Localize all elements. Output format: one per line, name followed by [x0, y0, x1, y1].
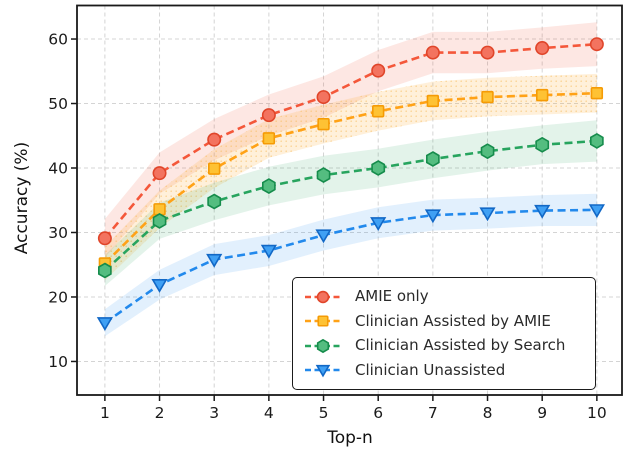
hexagon-marker-icon [98, 262, 112, 279]
square-marker-icon [590, 87, 604, 100]
triangle-down-marker-icon [315, 229, 332, 244]
circle-marker-icon [480, 45, 495, 60]
hexagon-marker-icon [261, 178, 276, 195]
x-tick-label: 10 [587, 404, 607, 422]
triangle-down-marker-icon [260, 244, 277, 259]
series-line [103, 91, 597, 265]
x-axis-label: Top-n [327, 428, 373, 448]
triangle-down-marker-icon [479, 207, 496, 222]
legend-item: Clinician Unassisted [304, 359, 585, 383]
y-tick-label: 50 [48, 95, 68, 113]
legend: AMIE only Clinician Assisted by AMIE Cli… [292, 277, 596, 390]
x-tick-label: 7 [428, 404, 438, 422]
square-marker-icon [371, 105, 385, 118]
y-axis-label: Accuracy (%) [12, 141, 32, 255]
y-tick-label: 30 [48, 224, 68, 242]
hexagon-marker-icon [207, 193, 222, 210]
triangle-down-marker-icon [96, 317, 113, 331]
square-marker-icon [317, 117, 330, 131]
triangle-down-marker-icon [315, 365, 331, 378]
legend-item-label: Clinician Assisted by AMIE [355, 311, 551, 330]
hexagon-marker-icon [152, 212, 167, 229]
y-tick-label: 20 [48, 288, 68, 306]
legend-item: AMIE only [304, 285, 585, 309]
x-tick-label: 5 [319, 404, 329, 422]
circle-marker-icon [535, 41, 550, 56]
circle-marker-icon [261, 108, 276, 123]
hexagon-marker-icon [371, 160, 386, 176]
triangle-down-marker-icon [534, 204, 551, 219]
legend-line-circle-icon [305, 290, 341, 304]
circle-marker-icon [152, 166, 167, 181]
series-line [103, 42, 597, 240]
hexagon-marker-icon [425, 151, 440, 167]
square-marker-icon [481, 90, 494, 104]
circle-marker-icon [371, 63, 386, 78]
triangle-down-marker-icon [370, 217, 387, 231]
legend-item-label: Clinician Assisted by Search [355, 336, 566, 355]
circle-marker-icon [316, 90, 331, 105]
square-marker-icon [535, 88, 549, 102]
x-tick-label: 8 [483, 404, 493, 422]
circle-marker-icon [425, 45, 440, 60]
x-tick-label: 6 [373, 404, 383, 422]
x-tick-label: 4 [264, 404, 274, 422]
x-tick-label: 3 [209, 404, 219, 422]
y-tick-label: 10 [48, 353, 68, 371]
circle-marker-icon [316, 290, 330, 304]
hexagon-marker-icon [480, 143, 495, 160]
legend-item-label: Clinician Unassisted [355, 360, 506, 379]
triangle-down-marker-icon [424, 209, 441, 224]
data-point-markers [96, 37, 605, 331]
legend-line-square-icon [305, 315, 341, 327]
legend-item-label: AMIE only [355, 287, 429, 306]
square-marker-icon [426, 94, 440, 108]
hexagon-marker-icon [535, 136, 550, 153]
legend-item: Clinician Assisted by Search [304, 334, 585, 358]
x-tick-label: 9 [537, 404, 547, 422]
y-tick-label: 60 [48, 31, 68, 49]
square-marker-icon [262, 132, 276, 145]
square-marker-icon [208, 162, 221, 175]
triangle-down-marker-icon [206, 253, 223, 268]
hexagon-marker-icon [316, 167, 331, 184]
axis-ticks: 1 2 3 4 5 6 7 8 9 10 10 20 30 40 50 60 [48, 31, 606, 422]
triangle-down-marker-icon [588, 204, 605, 219]
triangle-down-marker-icon [151, 278, 168, 293]
confidence-band [104, 120, 597, 286]
circle-marker-icon [207, 132, 222, 147]
axis-spines [76, 4, 623, 396]
series-line [104, 208, 597, 324]
x-tick-label: 2 [155, 404, 165, 422]
square-marker-icon [317, 315, 329, 327]
circle-marker-icon [97, 231, 112, 246]
legend-line-hexagon-icon [305, 338, 341, 353]
x-tick-label: 1 [100, 404, 110, 422]
series-lines [103, 42, 597, 324]
legend-line-triangle-icon [305, 365, 341, 378]
hexagon-marker-icon [316, 338, 330, 353]
y-tick-label: 40 [48, 160, 68, 178]
hexagon-marker-icon [589, 132, 604, 149]
legend-item: Clinician Assisted by AMIE [304, 310, 585, 334]
circle-marker-icon [589, 37, 604, 52]
series-line [104, 139, 597, 272]
